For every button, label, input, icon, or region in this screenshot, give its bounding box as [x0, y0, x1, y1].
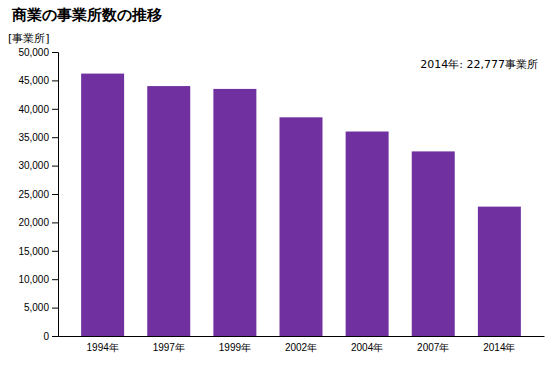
- tick-label: 35,000: [18, 132, 49, 143]
- y-tick: 30,000: [18, 160, 58, 171]
- y-tick: 15,000: [18, 246, 58, 257]
- title: 商業の事業所数の推移: [11, 6, 162, 24]
- tick-mark: [52, 222, 58, 223]
- x-tick: 2004年: [351, 342, 383, 353]
- bar: [81, 74, 124, 336]
- tick-label: 10,000: [18, 274, 49, 285]
- y-tick: 45,000: [18, 75, 58, 86]
- bar: [346, 132, 389, 336]
- tick-label: 45,000: [18, 75, 49, 86]
- tick-mark: [52, 251, 58, 252]
- annotation: 2014年: 22,777事業所: [420, 58, 538, 71]
- axis-domain: [59, 336, 545, 337]
- tick-mark: [52, 166, 58, 167]
- y-tick: 40,000: [18, 104, 58, 115]
- x-tick: 1999年: [219, 342, 251, 353]
- y-tick: 10,000: [18, 274, 58, 285]
- tick-label: 1997年: [153, 342, 185, 353]
- tick-label: 0: [43, 331, 49, 342]
- y-label: [事業所]: [8, 32, 50, 45]
- tick-label: 30,000: [18, 160, 49, 171]
- y-tick: 20,000: [18, 217, 58, 228]
- tick-mark: [52, 137, 58, 138]
- tick-label: 2004年: [351, 342, 383, 353]
- y-tick: 5,000: [24, 302, 58, 313]
- chart: 0 5,000 10,000 15,000 20,000 25,000 30,000 35,0…: [0, 0, 560, 366]
- tick-label: 5,000: [24, 302, 49, 313]
- y-tick: 25,000: [18, 189, 58, 200]
- tick-label: 1999年: [219, 342, 251, 353]
- x-tick: 2014年: [483, 342, 515, 353]
- y-tick: 0: [43, 331, 58, 342]
- axis-domain: [52, 53, 59, 337]
- bar: [213, 89, 256, 336]
- x-tick: 2002年: [285, 342, 317, 353]
- bars: [81, 74, 521, 336]
- bar: [280, 117, 323, 336]
- tick-label: 25,000: [18, 189, 49, 200]
- tick-label: 1994年: [87, 342, 119, 353]
- tick-label: 2007年: [417, 342, 449, 353]
- y-axis: 0 5,000 10,000 15,000 20,000 25,000 30,000 35,0…: [18, 47, 58, 342]
- x-tick: 1994年: [87, 342, 119, 353]
- tick-mark: [52, 308, 58, 309]
- tick-label: 40,000: [18, 104, 49, 115]
- tick-label: 20,000: [18, 217, 49, 228]
- tick-mark: [52, 109, 58, 110]
- y-tick: 35,000: [18, 132, 58, 143]
- y-tick: 50,000: [18, 47, 58, 58]
- tick-label: 15,000: [18, 246, 49, 257]
- x-tick: 1997年: [153, 342, 185, 353]
- plot-area: 0 5,000 10,000 15,000 20,000 25,000 30,000 35,0…: [18, 47, 544, 353]
- tick-label: 50,000: [18, 47, 49, 58]
- tick-label: 2014年: [483, 342, 515, 353]
- tick-label: 2002年: [285, 342, 317, 353]
- tick-mark: [52, 279, 58, 280]
- bar: [147, 86, 190, 336]
- bar: [478, 207, 521, 336]
- x-tick: 2007年: [417, 342, 449, 353]
- tick-mark: [52, 194, 58, 195]
- tick-mark: [52, 336, 58, 337]
- tick-mark: [52, 52, 58, 53]
- tick-mark: [52, 80, 58, 81]
- bar: [412, 151, 455, 336]
- x-axis: 1994年 1997年 1999年 2002年 2004年 2007年 2014年: [59, 337, 545, 354]
